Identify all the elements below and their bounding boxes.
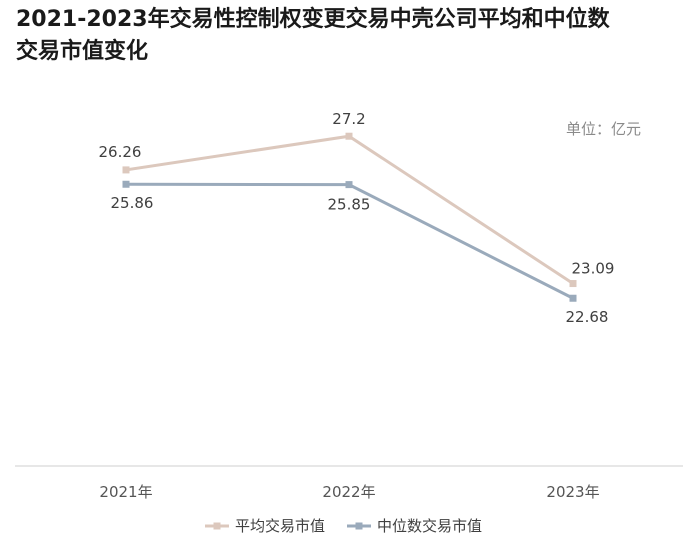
legend-swatch-marker	[213, 522, 221, 530]
series-layer: 26.26 27.2 23.09 25.86 25.85 22.68	[99, 110, 615, 326]
legend-label: 中位数交易市值	[377, 517, 482, 535]
data-point	[122, 166, 130, 174]
data-point	[569, 294, 577, 302]
data-point	[122, 180, 130, 188]
data-label: 25.85	[328, 196, 371, 214]
data-point	[345, 132, 353, 140]
legend-item: 平均交易市值	[205, 517, 325, 535]
data-point	[345, 181, 353, 189]
chart-title: 2021-2023年交易性控制权变更交易中壳公司平均和中位数交易市值变化	[16, 7, 610, 64]
data-label: 25.86	[111, 194, 154, 212]
data-label: 27.2	[332, 110, 365, 128]
legend: 平均交易市值 中位数交易市值	[205, 517, 482, 535]
series-average: 26.26 27.2 23.09	[99, 110, 615, 288]
data-label: 22.68	[566, 308, 609, 326]
unit-label: 单位：亿元	[566, 120, 642, 138]
x-ticks: 2021年 2022年 2023年	[99, 483, 599, 501]
legend-item: 中位数交易市值	[347, 517, 482, 535]
data-point	[569, 280, 577, 288]
x-tick-label: 2022年	[322, 483, 375, 501]
legend-label: 平均交易市值	[235, 517, 325, 535]
data-label: 26.26	[99, 143, 142, 161]
x-tick-label: 2023年	[546, 483, 599, 501]
data-label: 23.09	[572, 260, 615, 278]
legend-swatch-marker	[355, 522, 363, 530]
x-tick-label: 2021年	[99, 483, 152, 501]
series-median: 25.86 25.85 22.68	[111, 180, 609, 326]
